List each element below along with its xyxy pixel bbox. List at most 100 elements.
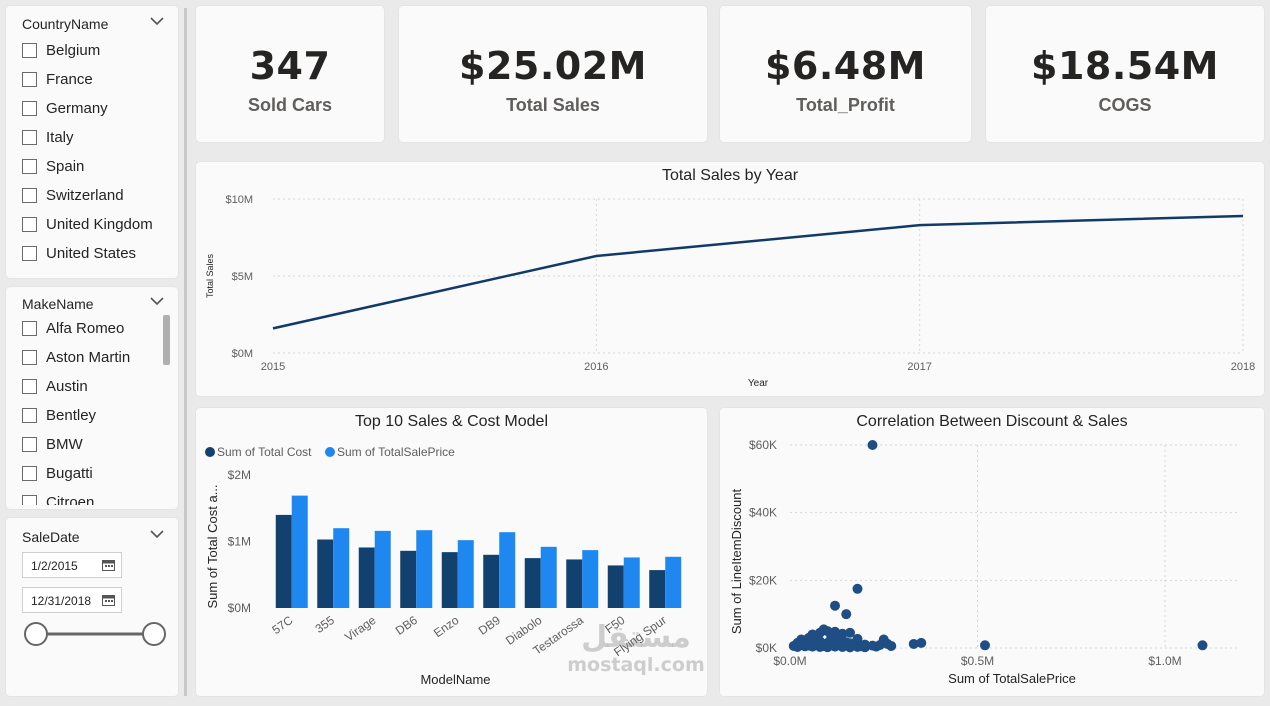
chart-title: Top 10 Sales & Cost Model: [355, 413, 548, 430]
x-tick-label: 2018: [1231, 361, 1255, 373]
slicer-item-belgium[interactable]: Belgium: [22, 36, 168, 65]
checkbox[interactable]: [22, 159, 37, 174]
end-date-input[interactable]: 12/31/2018: [22, 587, 122, 613]
date-slicer: SaleDate 1/2/2015 12/31/2018: [6, 518, 178, 696]
slicer-item-united-kingdom[interactable]: United Kingdom: [22, 210, 168, 239]
checkbox[interactable]: [22, 246, 37, 261]
bar-sale: [499, 532, 516, 608]
top10-models-chart: Top 10 Sales & Cost Model Sum of Total C…: [196, 408, 707, 696]
kpi-value: $25.02M: [459, 44, 647, 88]
scrollbar[interactable]: [163, 315, 170, 365]
x-tick-label: DB9: [476, 613, 503, 638]
start-date-value: 1/2/2015: [31, 559, 78, 573]
bar-sale: [374, 530, 391, 608]
slicer-item-alfa-romeo[interactable]: Alfa Romeo: [22, 314, 168, 343]
bar-cost: [524, 558, 541, 608]
country-list: Belgium France Germany Italy Spain Switzerlan…: [22, 36, 168, 270]
slicer-item-bentley[interactable]: Bentley: [22, 401, 168, 430]
scatter-point: [1197, 640, 1208, 651]
scatter-point: [860, 642, 870, 653]
bar-sale: [333, 528, 350, 608]
chart-title: Total Sales by Year: [661, 167, 799, 184]
chevron-down-icon[interactable]: [150, 296, 164, 306]
slicer-item-label: Aston Martin: [46, 349, 131, 366]
y-tick-label: $20K: [749, 573, 777, 587]
slicer-item-label: France: [46, 71, 93, 88]
slicer-item-italy[interactable]: Italy: [22, 123, 168, 152]
slicer-item-label: Switzerland: [46, 187, 124, 204]
slicer-item-switzerland[interactable]: Switzerland: [22, 181, 168, 210]
y-tick-label: $2M: [228, 468, 251, 482]
bar-sale: [582, 550, 599, 608]
slicer-item-germany[interactable]: Germany: [22, 94, 168, 123]
slicer-item-france[interactable]: France: [22, 65, 168, 94]
y-tick-label: $60K: [749, 438, 777, 452]
checkbox[interactable]: [22, 379, 37, 394]
make-list: Alfa Romeo Aston Martin Austin Bentley BMW Bu…: [22, 314, 168, 505]
legend-marker: [325, 447, 335, 457]
checkbox[interactable]: [22, 321, 37, 336]
bar-cost: [483, 554, 500, 608]
scatter-point: [886, 640, 897, 651]
y-tick-label: $40K: [749, 506, 777, 520]
bar-cost: [358, 547, 375, 608]
checkbox[interactable]: [22, 101, 37, 116]
checkbox[interactable]: [22, 72, 37, 87]
kpi-card-sold-cars: 347 Sold Cars: [196, 6, 384, 142]
scatter-point: [807, 641, 818, 652]
bar-chart-svg: Sum of Total Cost Sum of TotalSalePrice $0…: [205, 445, 682, 687]
kpi-card-total-profit: $6.48M Total_Profit: [720, 6, 971, 142]
slicer-item-label: Bugatti: [46, 465, 93, 482]
kpi-card-total-sales: $25.02M Total Sales: [399, 6, 707, 142]
scatter-point: [822, 642, 833, 653]
checkbox[interactable]: [22, 408, 37, 423]
checkbox[interactable]: [22, 188, 37, 203]
line-chart-svg: $0M $5M $10M 2015 2016 2017 2018 Year Total Sale…: [205, 194, 1255, 389]
y-axis-label: Sum of LineItemDiscount: [729, 488, 744, 634]
chevron-down-icon[interactable]: [150, 529, 164, 539]
checkbox[interactable]: [22, 43, 37, 58]
country-slicer: CountryName Belgium France Germany Italy Spa…: [6, 6, 178, 278]
slicer-item-united-states[interactable]: United States: [22, 239, 168, 268]
slicer-item-austin[interactable]: Austin: [22, 372, 168, 401]
bar-cost: [275, 514, 292, 608]
checkbox[interactable]: [22, 217, 37, 232]
country-slicer-title: CountryName: [22, 16, 109, 32]
y-axis-label: Sum of Total Cost a...: [205, 484, 220, 608]
kpi-value: $6.48M: [764, 44, 926, 88]
discount-sales-scatter: Correlation Between Discount & Sales $0K…: [720, 408, 1264, 696]
scatter-point: [852, 641, 863, 652]
slicer-item-label: Germany: [46, 100, 108, 117]
start-date-input[interactable]: 1/2/2015: [22, 552, 122, 578]
slicer-item-label: Austin: [46, 378, 88, 395]
y-tick-label: $5M: [232, 271, 253, 283]
scatter-point: [845, 642, 855, 653]
chevron-down-icon[interactable]: [150, 16, 164, 26]
kpi-card-cogs: $18.54M COGS: [986, 6, 1264, 142]
scatter-point: [830, 600, 840, 611]
scatter-point: [867, 440, 878, 450]
x-axis-label: Sum of TotalSalePrice: [948, 671, 1076, 686]
checkbox[interactable]: [22, 495, 37, 505]
legend-label: Sum of Total Cost: [217, 445, 312, 459]
slicer-item-label: Alfa Romeo: [46, 320, 125, 337]
checkbox[interactable]: [22, 350, 37, 365]
checkbox[interactable]: [22, 466, 37, 481]
slicer-item-spain[interactable]: Spain: [22, 152, 168, 181]
y-axis-label: Total Sales: [205, 253, 215, 298]
checkbox[interactable]: [22, 437, 37, 452]
slicer-item-citroen[interactable]: Citroen: [22, 488, 168, 505]
kpi-label: Total_Profit: [796, 95, 895, 115]
calendar-icon[interactable]: [102, 594, 115, 606]
calendar-icon[interactable]: [102, 559, 115, 571]
y-tick-label: $0M: [228, 601, 251, 615]
date-range-slider[interactable]: [22, 620, 168, 648]
slicer-item-label: Citroen: [46, 494, 95, 505]
x-tick-label: 2017: [907, 361, 931, 373]
checkbox[interactable]: [22, 130, 37, 145]
slicer-item-aston-martin[interactable]: Aston Martin: [22, 343, 168, 372]
scatter-chart-svg: $0K $20K $40K $60K $0.0M $0.5M $1.0M Sum of Tot…: [729, 438, 1240, 686]
slicer-item-bugatti[interactable]: Bugatti: [22, 459, 168, 488]
slicer-item-bmw[interactable]: BMW: [22, 430, 168, 459]
y-tick-label: $10M: [225, 194, 253, 206]
